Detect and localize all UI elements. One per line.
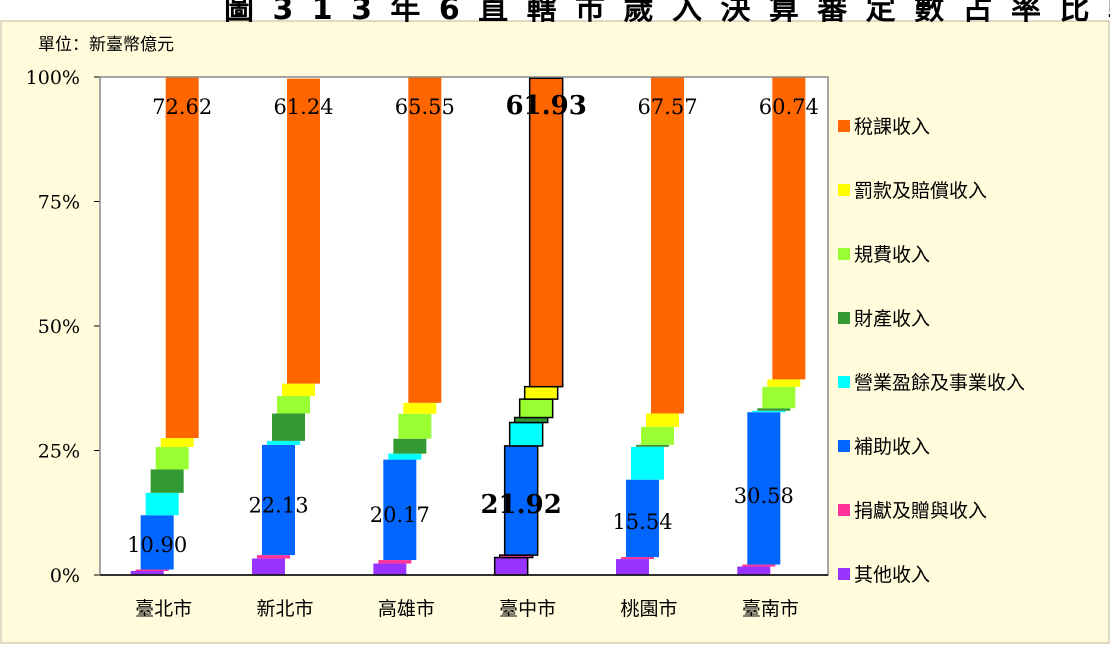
- data-label: 65.55: [395, 95, 455, 119]
- bar-segment: [398, 413, 432, 439]
- y-tick-label: 0%: [50, 565, 80, 587]
- bar-segment: [160, 438, 194, 448]
- bar-segment: [747, 412, 781, 565]
- bar-segment: [282, 383, 315, 397]
- bar-segment: [150, 469, 184, 493]
- x-category-label: 高雄市: [378, 598, 435, 620]
- x-category-label: 臺北市: [135, 598, 192, 620]
- x-category-label: 桃園市: [620, 598, 677, 620]
- data-label: 61.24: [273, 95, 333, 119]
- bar-segment: [518, 398, 554, 419]
- legend-label: 捐獻及贈與收入: [854, 500, 987, 522]
- bar-segment: [378, 560, 412, 564]
- legend-swatch: [838, 248, 850, 260]
- bar-segment: [528, 77, 564, 388]
- x-category-label: 臺中市: [499, 598, 556, 620]
- data-label: 67.57: [637, 95, 697, 119]
- bar-segment: [631, 446, 664, 480]
- bar-segment: [272, 413, 305, 441]
- legend-label: 其他收入: [854, 564, 930, 586]
- data-label: 22.13: [248, 493, 308, 517]
- bar-segment: [408, 76, 442, 403]
- chart-title-text: 圖 3 1 3 年 6 直 轄 市 歲 入 決 算 審 定 數 占 率 比 較 …: [224, 0, 1110, 22]
- bar-segment: [626, 479, 659, 558]
- bar-segment: [636, 444, 669, 447]
- y-tick-label: 50%: [38, 316, 80, 338]
- bar-segment: [621, 557, 654, 560]
- bar-segment: [287, 78, 320, 384]
- bar-segment: [762, 386, 796, 409]
- legend-swatch: [838, 312, 850, 324]
- data-label: 20.17: [370, 503, 430, 527]
- bar-segment: [155, 447, 189, 470]
- bar-segment: [165, 76, 199, 439]
- bar-segment: [493, 556, 529, 576]
- bar-segment: [772, 76, 806, 380]
- bar-segment: [646, 413, 679, 427]
- bar-segment: [388, 453, 422, 460]
- bar-segment: [135, 569, 169, 572]
- data-label: 61.93: [505, 91, 586, 121]
- bar-segment: [752, 410, 786, 413]
- legend-swatch: [838, 568, 850, 580]
- bar-segment: [252, 558, 285, 575]
- legend-swatch: [838, 504, 850, 516]
- bar-segment: [262, 444, 295, 556]
- data-label: 21.92: [480, 490, 561, 520]
- legend-label: 規費收入: [854, 244, 930, 266]
- bar-segment: [737, 566, 771, 575]
- x-category-label: 新北市: [256, 598, 313, 620]
- x-category-label: 臺南市: [742, 598, 799, 620]
- data-label: 10.90: [127, 533, 187, 557]
- legend-swatch: [838, 120, 850, 132]
- legend-label: 營業盈餘及事業收入: [854, 372, 1025, 394]
- y-tick-label: 25%: [38, 441, 80, 463]
- bar-segment: [130, 571, 164, 575]
- data-label: 72.62: [152, 95, 212, 119]
- bar-segment: [403, 402, 437, 414]
- bar-segment: [145, 492, 179, 516]
- bar-segment: [383, 459, 417, 561]
- bar-segment: [616, 559, 649, 575]
- data-label: 30.58: [734, 484, 794, 508]
- legend-label: 稅課收入: [854, 116, 930, 138]
- y-tick-label: 75%: [38, 192, 80, 214]
- y-tick-label: 100%: [26, 67, 80, 89]
- bar-segment: [523, 385, 559, 400]
- bar-segment: [641, 426, 674, 445]
- legend-label: 補助收入: [854, 436, 930, 458]
- bar-segment: [742, 564, 776, 567]
- data-label: 15.54: [612, 510, 672, 534]
- bar-segment: [651, 76, 684, 414]
- bar-segment: [267, 440, 300, 445]
- legend-swatch: [838, 376, 850, 388]
- plot-area-background: [100, 77, 828, 575]
- legend-label: 罰款及賠償收入: [854, 180, 987, 202]
- legend-label: 財產收入: [854, 308, 930, 330]
- bar-segment: [140, 515, 174, 570]
- legend-swatch: [838, 440, 850, 452]
- unit-label: 單位：新臺幣億元: [38, 35, 174, 55]
- bar-segment: [277, 396, 310, 414]
- bar-segment: [757, 408, 791, 411]
- chart-title-fragment: 圖 3 1 3 年 6 直 轄 市 歲 入 決 算 審 定 數 占 率 比 較 …: [0, 0, 1110, 22]
- legend-swatch: [838, 184, 850, 196]
- data-label: 60.74: [759, 95, 819, 119]
- bar-segment: [393, 438, 427, 454]
- bar-segment: [257, 555, 290, 559]
- bar-segment: [373, 563, 407, 575]
- bar-segment: [767, 379, 801, 387]
- bar-segment: [508, 421, 544, 447]
